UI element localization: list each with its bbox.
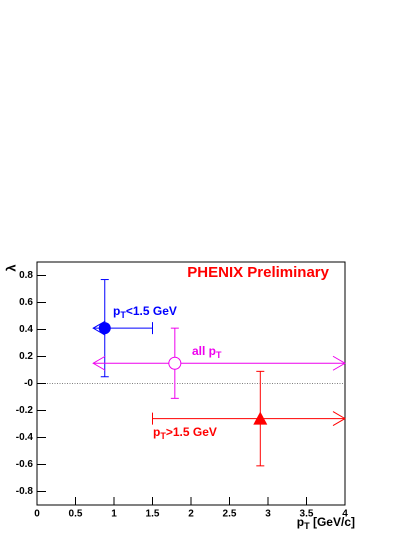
y-tick-label: -0.4 <box>16 432 34 443</box>
x-tick-label: 3 <box>265 509 271 520</box>
x-axis-title-part: [GeV/c] <box>310 515 355 529</box>
y-tick-label: -0.2 <box>16 405 34 416</box>
x-tick-label: 0.5 <box>69 509 83 520</box>
data-point <box>98 322 111 335</box>
x-tick-label: 0 <box>34 509 40 520</box>
x-tick-label: 1 <box>111 509 117 520</box>
point-label: all pT <box>192 344 222 360</box>
x-range-arrow <box>332 411 346 427</box>
x-tick-label: 4 <box>342 509 348 520</box>
x-axis-title: pT [GeV/c] <box>297 515 355 531</box>
point-label-part: >1.5 GeV <box>166 425 217 439</box>
y-tick-label: -0.8 <box>16 486 34 497</box>
y-tick-label: -0.6 <box>16 459 34 470</box>
x-tick-label: 3.5 <box>300 509 314 520</box>
y-tick-label: 0.8 <box>19 270 33 281</box>
point-label-part: p <box>113 304 120 318</box>
y-axis-title: λ <box>3 264 18 272</box>
x-axis-title-part: p <box>297 515 304 529</box>
plot-frame <box>36 261 346 506</box>
y-tick-label: -0 <box>24 378 33 389</box>
data-point <box>253 411 268 425</box>
x-range-arrow <box>92 355 106 371</box>
point-label: pT>1.5 GeV <box>153 425 217 441</box>
x-tick-label: 2 <box>188 509 194 520</box>
point-label-sub: T <box>120 310 126 320</box>
point-label: pT<1.5 GeV <box>113 304 177 320</box>
point-label-part: all p <box>192 344 216 358</box>
x-axis-title-sub: T <box>304 521 310 531</box>
y-tick-label: 0.2 <box>19 351 33 362</box>
point-label-sub: T <box>160 431 166 441</box>
point-label-sub: T <box>216 350 222 360</box>
x-range-arrow <box>332 355 346 371</box>
x-tick-label: 1.5 <box>146 509 160 520</box>
point-label-part: p <box>153 425 160 439</box>
data-point <box>168 356 182 370</box>
y-tick-label: 0.6 <box>19 297 33 308</box>
point-label-part: <1.5 GeV <box>126 304 177 318</box>
chart-title: PHENIX Preliminary <box>187 264 329 281</box>
x-tick-label: 2.5 <box>223 509 237 520</box>
y-tick-label: 0.4 <box>19 324 33 335</box>
